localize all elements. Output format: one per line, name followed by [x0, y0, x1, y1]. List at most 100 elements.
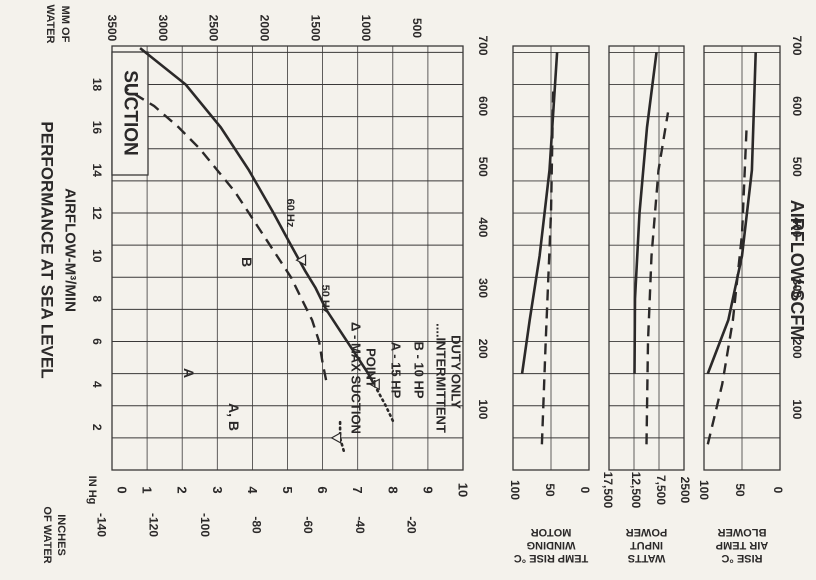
motor-tick-label: 0 — [578, 487, 592, 494]
curve-50-hz — [125, 87, 328, 381]
mm-water-tick-label: 3000 — [156, 15, 170, 42]
airflow-m3-tick-label: 4 — [90, 381, 104, 388]
blower-tick-label: 100 — [697, 480, 711, 500]
inches-water-tick-label: -60 — [301, 516, 315, 534]
airflow-scfm-tick-label: 600 — [476, 96, 490, 116]
mm-water-tick-label: 2500 — [207, 15, 221, 42]
chart-title: PERFORMANCE AT SEA LEVEL — [38, 121, 57, 378]
power-tick-label: 7,500 — [654, 475, 668, 505]
curve-60-hz — [139, 47, 377, 388]
inches-water-tick-label: -120 — [146, 513, 160, 537]
max-suction-marker — [330, 431, 342, 444]
curve-label-50hz: 50 Hz — [319, 285, 331, 314]
power-curve-60-hz — [633, 52, 658, 374]
airflow-scfm-right-tick-label: 100 — [790, 399, 804, 419]
curve-label-a: A — [181, 368, 197, 378]
motor-tick-label: 50 — [543, 483, 557, 497]
power-tick-label: 2500 — [678, 477, 692, 504]
airflow-m3-tick-label: 16 — [90, 121, 104, 135]
mm-water-axis-label: MM OF — [59, 6, 71, 43]
in-hg-tick-label: 10 — [456, 483, 471, 497]
curve-label-b: B — [239, 257, 255, 267]
motor-tick-label: 100 — [508, 480, 522, 500]
airflow-scfm-tick-label: 300 — [476, 278, 490, 298]
power-curve-50-hz — [645, 112, 670, 445]
in-hg-tick-label: 6 — [315, 486, 330, 493]
legend-entry: Δ - MAX SUCTION — [349, 322, 364, 434]
in-hg-tick-label: 2 — [175, 486, 190, 493]
mm-water-tick-label: 1000 — [359, 15, 373, 42]
legend-entry: POINT — [364, 348, 379, 388]
blower-axis-label: AIR TEMP — [716, 539, 769, 551]
in-hg-tick-label: 3 — [210, 486, 225, 493]
blower-axis-label: RISE °C — [721, 552, 762, 564]
power-axis-label: WATTS — [628, 552, 666, 564]
airflow-scfm-tick-label: 100 — [476, 399, 490, 419]
power-panel-frame — [608, 45, 685, 471]
blower-curve-60-hz — [706, 52, 757, 375]
airflow-scfm-tick-label: 400 — [476, 217, 490, 237]
motor-axis-label: WINDING — [527, 539, 576, 551]
airflow-scfm-right-tick-label: 600 — [790, 96, 804, 116]
mm-water-tick-label: 1500 — [308, 15, 322, 42]
blower-tick-label: 0 — [771, 487, 785, 494]
in-hg-tick-label: 5 — [280, 486, 295, 493]
blower-axis-label: BLOWER — [718, 526, 767, 538]
power-axis-label: POWER — [626, 526, 668, 538]
max-suction-marker — [369, 378, 380, 391]
airflow-m3-tick-label: 12 — [90, 206, 104, 220]
curve-label-60hz: 60 Hz — [284, 199, 296, 228]
inches-water-tick-label: -80 — [250, 516, 264, 534]
motor-axis-label: MOTOR — [531, 526, 572, 538]
airflow-scfm-right-tick-label: 400 — [790, 217, 804, 237]
airflow-scfm-tick-label: 200 — [476, 339, 490, 359]
mm-water-tick-label: 2000 — [257, 15, 271, 42]
legend-entry: ....INTERMITTENT — [434, 323, 449, 433]
in-hg-tick-label: 7 — [350, 486, 365, 493]
inches-water-axis-label: INCHES — [55, 514, 67, 556]
airflow-m3-tick-label: 14 — [90, 164, 104, 178]
inches-water-axis-label: OF WATER — [41, 506, 53, 563]
in-hg-tick-label: 0 — [115, 486, 130, 493]
inches-water-tick-label: -140 — [95, 513, 109, 537]
airflow-scfm-right-tick-label: 300 — [790, 278, 804, 298]
suction-badge-box — [111, 51, 149, 176]
airflow-m3-tick-label: 6 — [90, 338, 104, 345]
power-axis-label: INPUT — [630, 539, 663, 551]
inches-water-tick-label: -100 — [198, 513, 212, 537]
chart-subtitle: AIRFLOW-M³/MIN — [62, 188, 79, 312]
max-suction-marker — [295, 254, 307, 267]
legend-entry: DUTY ONLY — [449, 335, 464, 409]
airflow-scfm-right-tick-label: 700 — [790, 36, 804, 56]
power-tick-label: 12,500 — [629, 472, 643, 509]
in-hg-axis-label: IN Hg — [86, 476, 98, 505]
power-tick-label: 17,500 — [601, 472, 615, 509]
motor-axis-label: TEMP RISE °C — [514, 552, 589, 564]
in-hg-tick-label: 8 — [385, 486, 400, 493]
airflow-m3-tick-label: 2 — [90, 424, 104, 431]
in-hg-tick-label: 1 — [140, 486, 155, 493]
mm-water-tick-label: 3500 — [105, 15, 119, 42]
in-hg-tick-label: 9 — [420, 486, 435, 493]
suction-badge-label: SUCTION — [120, 70, 141, 156]
airflow-m3-tick-label: 8 — [90, 295, 104, 302]
in-hg-tick-label: 4 — [245, 486, 260, 494]
airflow-scfm-right-tick-label: 500 — [790, 157, 804, 177]
airflow-scfm-axis-label: AIRFLOW-SCFM — [787, 200, 807, 341]
airflow-m3-tick-label: 10 — [90, 249, 104, 263]
curve-label-ab: A, B — [226, 403, 242, 431]
airflow-scfm-right-tick-label: 200 — [790, 339, 804, 359]
inches-water-tick-label: -40 — [353, 516, 367, 534]
airflow-scfm-tick-label: 500 — [476, 157, 490, 177]
mm-water-tick-label: 500 — [410, 18, 424, 38]
motor-curve-50-hz — [540, 84, 555, 445]
blower-tick-label: 50 — [733, 483, 747, 497]
airflow-scfm-tick-label: 700 — [476, 36, 490, 56]
airflow-m3-tick-label: 18 — [90, 78, 104, 92]
legend-entry: A - 15 HP — [389, 342, 404, 399]
legend-entry: B - 10 HP — [412, 341, 427, 398]
inches-water-tick-label: -20 — [404, 516, 418, 534]
curve-60-hz-intermittent — [374, 385, 395, 422]
